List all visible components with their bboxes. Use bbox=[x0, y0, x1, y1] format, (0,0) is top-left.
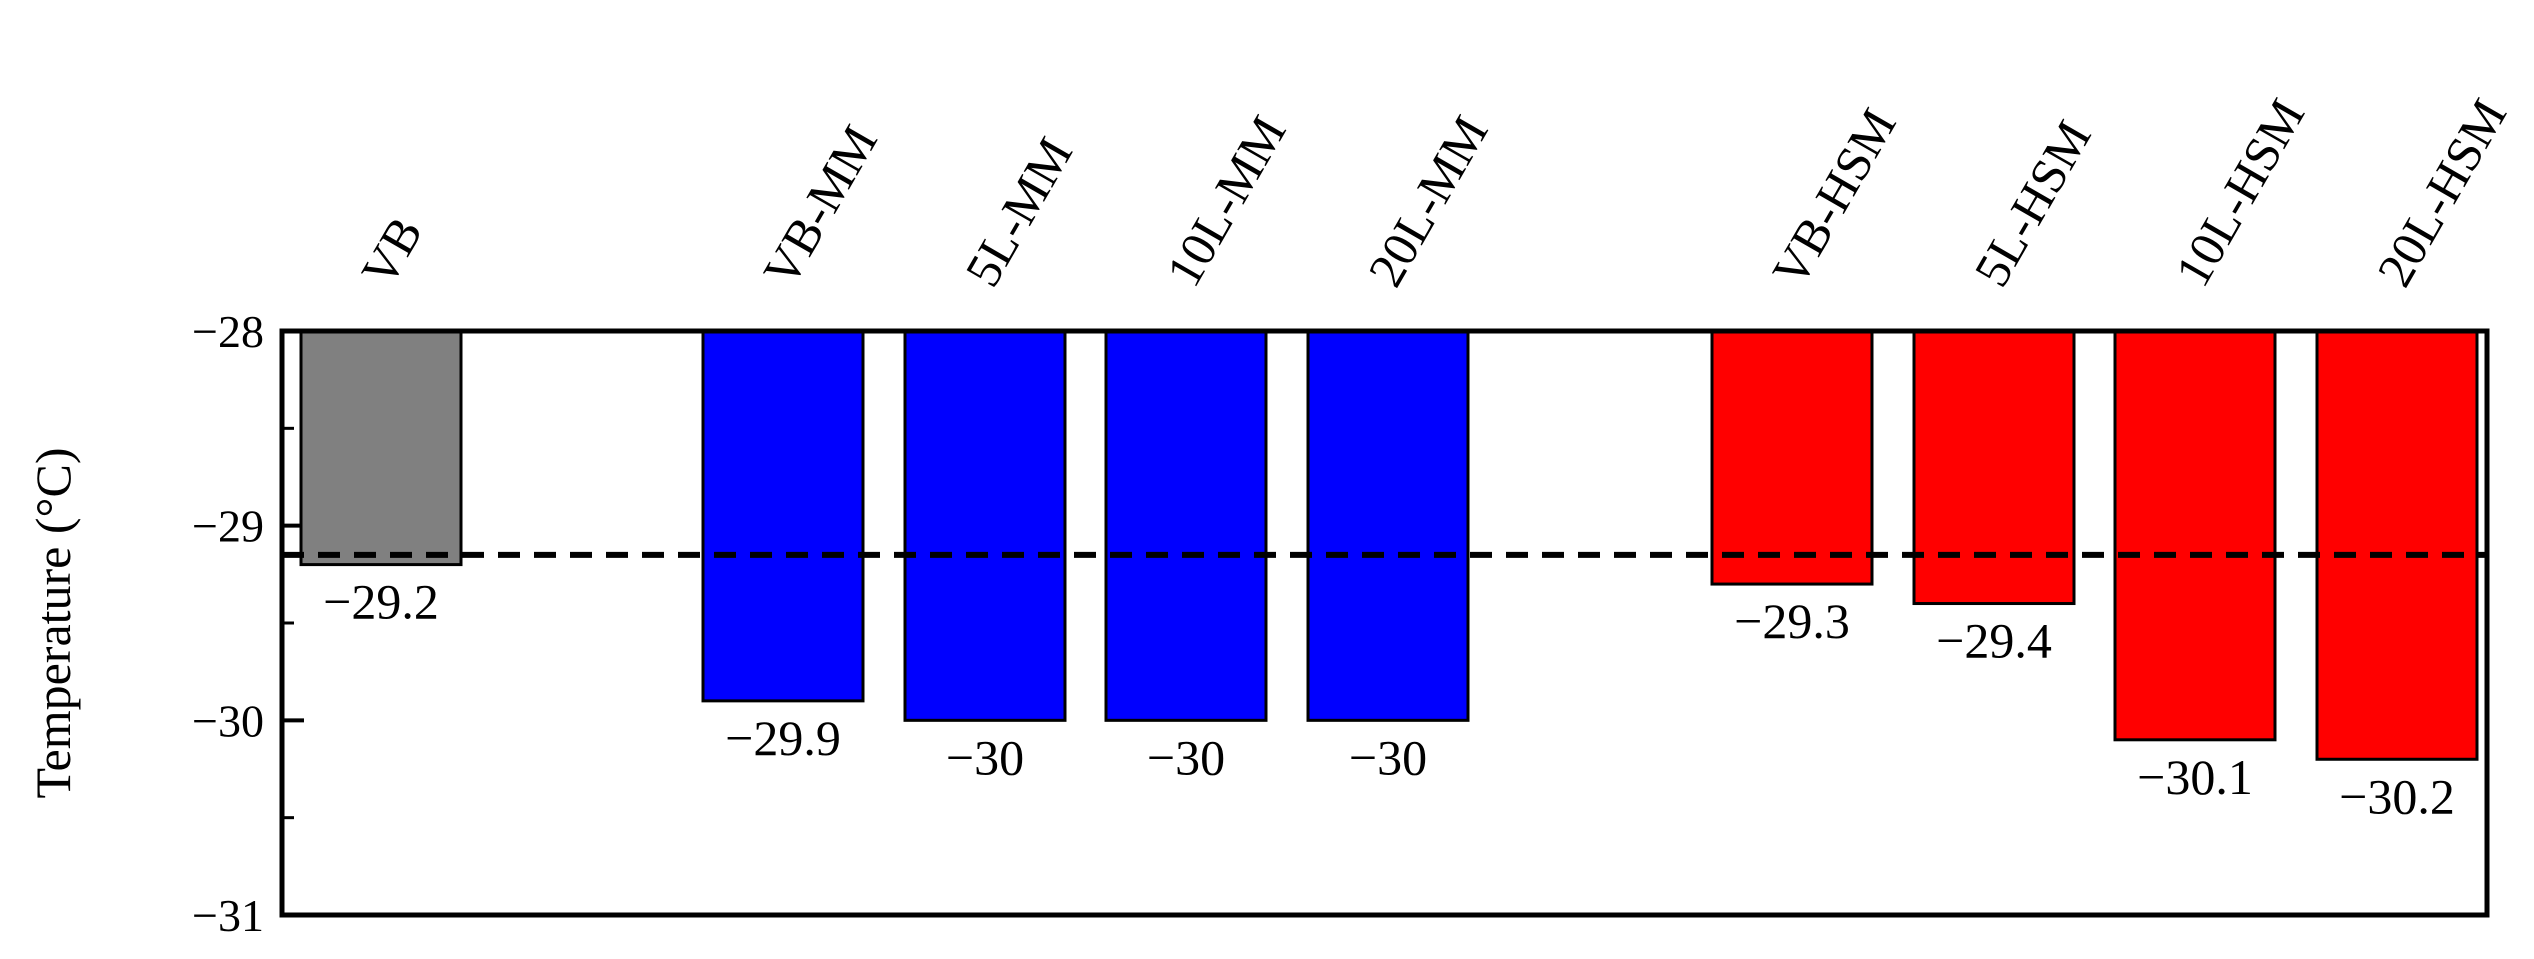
y-axis-title: Temperature (°C) bbox=[25, 447, 81, 798]
bar-20l-hsm bbox=[2315, 329, 2479, 761]
category-label: 10L-MM bbox=[1155, 106, 1297, 295]
bar-10l-hsm bbox=[2113, 329, 2277, 742]
bar-5l-mm bbox=[903, 329, 1067, 722]
data-label: −30.1 bbox=[2137, 749, 2253, 805]
category-label: 10L-HSM bbox=[2164, 89, 2315, 295]
category-label: VB-HSM bbox=[1761, 99, 1907, 295]
y-tick-label: −31 bbox=[192, 890, 264, 941]
category-label: 20L-HSM bbox=[2366, 89, 2517, 295]
data-label: −30 bbox=[1147, 729, 1225, 785]
bar-5l-hsm bbox=[1912, 329, 2076, 606]
data-label: −30 bbox=[946, 729, 1024, 785]
category-label: 5L-MM bbox=[954, 128, 1083, 296]
bar-10l-mm bbox=[1104, 329, 1268, 722]
category-label: 5L-HSM bbox=[1963, 111, 2102, 295]
data-label: −29.3 bbox=[1734, 593, 1850, 649]
bars bbox=[299, 329, 2479, 761]
y-tick-label: −29 bbox=[192, 501, 264, 552]
y-axis: −28 −29 −30 −31 bbox=[192, 306, 304, 941]
category-label: 20L-MM bbox=[1357, 106, 1499, 295]
data-label: −30 bbox=[1349, 729, 1427, 785]
data-label: −30.2 bbox=[2339, 768, 2455, 824]
bar-20l-mm bbox=[1306, 329, 1470, 722]
data-label: −29.4 bbox=[1936, 613, 2052, 669]
bar-vb-hsm bbox=[1710, 329, 1874, 586]
category-label: VB-MM bbox=[752, 116, 888, 296]
data-label: −29.2 bbox=[323, 574, 439, 630]
category-label: VB bbox=[350, 207, 433, 295]
y-tick-label: −28 bbox=[192, 306, 264, 357]
plot-frame bbox=[279, 328, 2490, 918]
y-tick-label: −30 bbox=[192, 695, 264, 746]
bar-vb bbox=[299, 329, 463, 567]
bar-vb-mm bbox=[701, 329, 865, 703]
data-label: −29.9 bbox=[725, 710, 841, 766]
